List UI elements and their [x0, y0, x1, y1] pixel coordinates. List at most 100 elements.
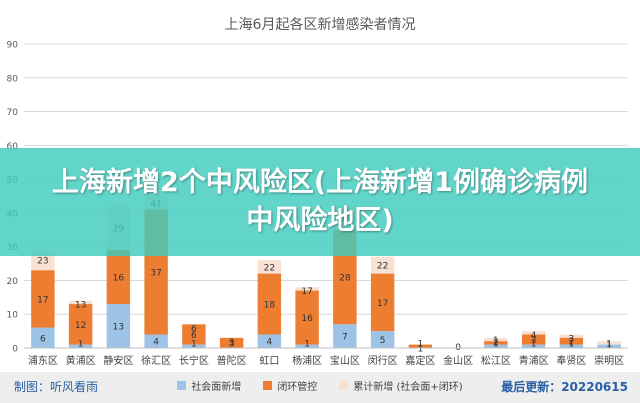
- legend-item-closed: 闭环管控: [263, 377, 317, 393]
- x-tick-label: 崇明区: [594, 355, 624, 367]
- data-label-social: 1: [569, 340, 575, 350]
- bar-social: [559, 344, 584, 348]
- data-label-closed: 3: [229, 339, 235, 349]
- bar-social: [333, 324, 357, 348]
- data-label-closed: 16: [113, 274, 125, 284]
- data-label-total: 13: [75, 301, 86, 311]
- legend-item-total: 累计新增 (社会面+闭环): [339, 377, 463, 393]
- data-label-total: 17: [301, 287, 312, 297]
- bar-closed: [559, 337, 584, 345]
- data-label-social: 6: [40, 334, 46, 344]
- bar-closed: [257, 273, 282, 335]
- bar-social: [484, 344, 508, 348]
- data-label-closed: 37: [150, 269, 161, 279]
- x-tick-label: 金山区: [443, 354, 473, 367]
- bar-social: [295, 344, 319, 348]
- data-label-total: 4: [531, 331, 537, 341]
- bar-closed: [484, 341, 508, 345]
- data-label-closed: 2: [569, 338, 575, 348]
- data-label-social: 4: [267, 338, 273, 348]
- x-tick-label: 奉贤区: [556, 354, 586, 367]
- legend-label-social: 社会面新增: [191, 381, 242, 393]
- x-tick-label: 杨浦区: [292, 354, 322, 367]
- data-label-social: 5: [380, 336, 386, 346]
- bar-social: [182, 344, 206, 348]
- headline-banner: 上海新增2个中风险区(上海新增1例确诊病例中风险地区): [0, 148, 640, 256]
- data-label-closed: 17: [37, 296, 48, 306]
- y-tick-label: 0: [12, 345, 18, 355]
- axes: 0102030405060708090浦东区黄浦区静安区徐汇区长宁区普陀区虹口杨…: [7, 41, 628, 367]
- data-label-social: 1: [78, 340, 84, 350]
- chart-title: 上海6月起各区新增感染者情况: [225, 16, 416, 33]
- x-tick-label: 普陀区: [217, 354, 247, 367]
- x-tick-label: 闵行区: [368, 354, 398, 367]
- data-label-closed: 6: [191, 331, 197, 341]
- y-tick-label: 10: [7, 311, 19, 321]
- data-label-closed: 16: [301, 314, 313, 324]
- bar-closed: [31, 270, 55, 328]
- x-tick-label: 浦东区: [28, 354, 58, 367]
- bar-closed: [106, 250, 131, 305]
- data-label-social: 1: [606, 340, 612, 350]
- x-tick-label: 青浦区: [519, 354, 549, 367]
- data-label-total: 1: [418, 345, 424, 355]
- data-label-total: 22: [264, 263, 275, 273]
- bar-closed: [370, 273, 395, 332]
- data-label-closed: 1: [418, 340, 424, 350]
- data-label-closed: 28: [339, 274, 351, 284]
- data-label-social: 1: [493, 340, 499, 350]
- legend-item-social: 社会面新增: [177, 377, 241, 393]
- bar-closed: [68, 304, 93, 345]
- bar-closed: [219, 337, 244, 348]
- footer-bar: 制图：听风看雨 最后更新：20220615: [0, 372, 640, 403]
- data-label-closed: 1: [493, 336, 499, 346]
- bar-closed: [295, 290, 319, 345]
- data-label-social: 7: [342, 333, 348, 343]
- data-label-total: 2: [493, 338, 499, 348]
- data-label-social: 13: [113, 323, 124, 333]
- bar-social: [106, 304, 131, 348]
- legend-label-total: 累计新增 (社会面+闭环): [353, 381, 463, 393]
- legend-swatch-total: [339, 380, 349, 390]
- y-tick-label: 80: [7, 74, 19, 84]
- data-label-total: 22: [377, 262, 388, 272]
- headline-text: 上海新增2个中风险区(上海新增1例确诊病例中风险地区): [52, 167, 588, 236]
- y-tick-label: 90: [7, 41, 19, 51]
- x-tick-label: 嘉定区: [405, 354, 435, 367]
- data-label-closed: 18: [264, 301, 276, 311]
- data-label-total: 3: [229, 338, 235, 348]
- data-label-total: 3: [569, 334, 575, 344]
- x-tick-label: 长宁区: [179, 354, 209, 367]
- data-label-social: 4: [153, 338, 159, 348]
- x-tick-label: 松江区: [481, 354, 511, 367]
- bar-social: [370, 331, 395, 348]
- bar-social: [31, 327, 55, 348]
- data-label-social: 1: [191, 340, 197, 350]
- data-label-total: 23: [37, 257, 48, 267]
- bar-social: [521, 344, 546, 348]
- bar-closed: [521, 334, 546, 345]
- data-label-total: 6: [191, 324, 197, 334]
- footer-updated: 最后更新：20220615: [501, 380, 628, 394]
- data-label-closed: 3: [531, 336, 537, 346]
- x-tick-label: 黄浦区: [66, 354, 96, 367]
- data-label-closed: 12: [75, 321, 86, 331]
- bar-social: [144, 334, 168, 348]
- bar-closed: [182, 324, 206, 345]
- y-tick-label: 70: [7, 108, 19, 118]
- legend-label-closed: 闭环管控: [277, 381, 318, 393]
- bar-social: [597, 344, 621, 348]
- legend-swatch-closed: [263, 380, 273, 390]
- chart-legend: 社会面新增 闭环管控 累计新增 (社会面+闭环): [0, 377, 640, 393]
- x-tick-label: 虹口: [259, 355, 279, 367]
- bar-social: [68, 344, 93, 348]
- data-label-total: 1: [606, 341, 612, 351]
- footer-credit: 制图：听风看雨: [14, 380, 99, 394]
- data-label-closed: 17: [377, 299, 388, 309]
- x-tick-label: 徐汇区: [141, 354, 171, 367]
- data-label-social: 1: [531, 340, 537, 350]
- bar-social: [257, 334, 282, 348]
- y-tick-label: 60: [7, 142, 19, 152]
- bar-closed: [408, 344, 433, 348]
- x-tick-label: 宝山区: [330, 354, 360, 367]
